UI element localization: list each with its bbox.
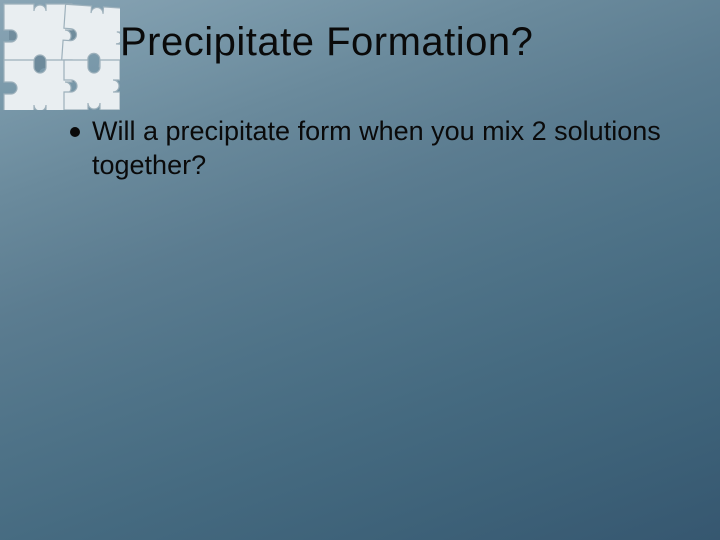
puzzle-decoration bbox=[0, 0, 120, 110]
bullet-dot-icon bbox=[70, 127, 80, 137]
slide-body: Will a precipitate form when you mix 2 s… bbox=[70, 115, 670, 183]
bullet-item: Will a precipitate form when you mix 2 s… bbox=[70, 115, 670, 183]
slide-title: Precipitate Formation? bbox=[120, 20, 533, 65]
bullet-text: Will a precipitate form when you mix 2 s… bbox=[92, 115, 670, 183]
